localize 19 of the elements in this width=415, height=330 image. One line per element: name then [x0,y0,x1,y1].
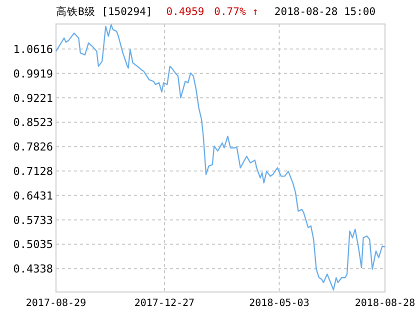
chart-title: 高铁B级 [150294] [56,5,152,18]
y-tick-label: 0.5035 [13,238,53,252]
y-tick-label: 0.5733 [13,214,53,227]
x-tick-label: 2017-12-27 [134,298,195,309]
y-tick-label: 0.9221 [13,92,53,105]
y-tick-label: 0.7128 [13,165,53,178]
y-tick-label: 0.9919 [13,67,53,80]
y-tick-label: 0.6431 [13,189,53,202]
chart-subtitle: 2018-08-28 15:00 [274,6,376,18]
text: 0.4959 [166,6,204,18]
y-tick-label: 1.0616 [13,42,53,56]
x-tick-label: 2018-05-03 [249,298,310,309]
y-tick-label: 0.4338 [13,262,53,276]
x-tick-label: 2018-08-28 [354,298,415,309]
y-tick-label: 0.7826 [13,140,53,154]
line-series [55,24,386,290]
text: 0.77% ↑ [214,6,258,18]
x-tick-label: 2017-08-29 [26,298,86,309]
y-tick-label: 0.8523 [13,116,53,130]
